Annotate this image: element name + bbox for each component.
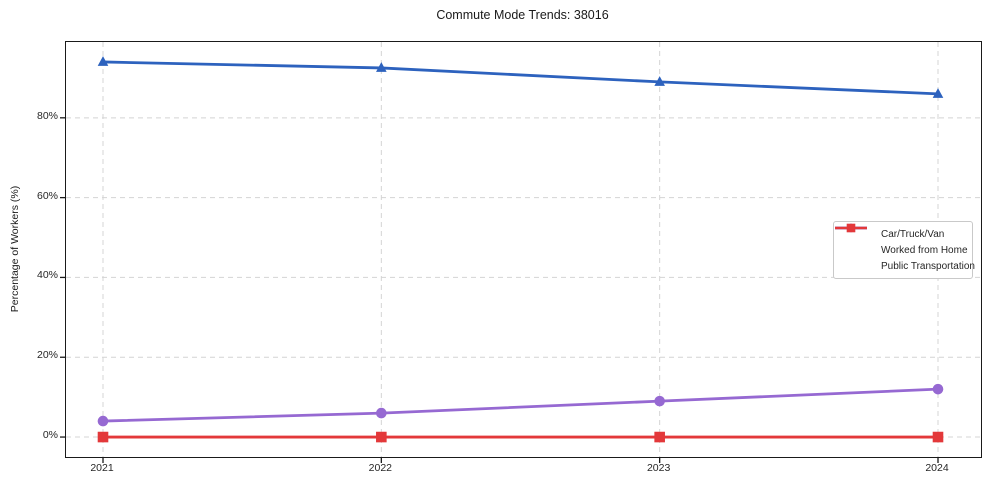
circle-marker [654, 395, 665, 407]
legend-swatch-circle-icon [835, 223, 875, 256]
y-tick-label: 80% [36, 109, 58, 122]
series-line [102, 387, 939, 423]
y-axis-label: Percentage of Workers (%) [9, 185, 21, 313]
plot-area: Car/Truck/Van Worked from Home Public Tr… [60, 41, 982, 463]
y-tick-label: 0% [42, 429, 58, 442]
x-tick-label: 2023 [646, 462, 671, 474]
circle-marker [376, 407, 387, 419]
circle-marker [97, 415, 109, 427]
y-tick-label: 40% [36, 269, 58, 282]
circle-marker [932, 383, 944, 395]
square-marker [97, 431, 109, 443]
legend: Car/Truck/Van Worked from Home Public Tr… [833, 221, 975, 279]
triangle-marker [376, 62, 387, 72]
chart-svg [60, 42, 981, 463]
square-marker [654, 431, 665, 443]
y-tick-label: 60% [36, 189, 58, 202]
square-marker [376, 431, 387, 443]
square-marker [932, 431, 944, 443]
x-tick-label: 2021 [90, 462, 114, 474]
y-tick-label: 20% [36, 349, 58, 362]
legend-label: Public Transportation [881, 260, 975, 272]
series-line [102, 60, 939, 96]
triangle-marker [97, 56, 109, 66]
triangle-marker [932, 88, 944, 98]
x-tick-label: 2024 [925, 462, 949, 474]
legend-label: Car/Truck/Van [881, 228, 945, 240]
square-marker [846, 223, 856, 233]
legend-item-public-transportation: Public Transportation [835, 223, 975, 272]
triangle-marker [654, 76, 665, 86]
legend-swatch-svg [835, 223, 867, 233]
chart-title: Commute Mode Trends: 38016 [436, 8, 609, 22]
x-tick-label: 2022 [368, 462, 392, 474]
legend-label: Worked from Home [881, 244, 968, 256]
legend-item-worked-from-home: Worked from Home [835, 223, 968, 256]
legend-swatch-square-icon [835, 223, 875, 272]
